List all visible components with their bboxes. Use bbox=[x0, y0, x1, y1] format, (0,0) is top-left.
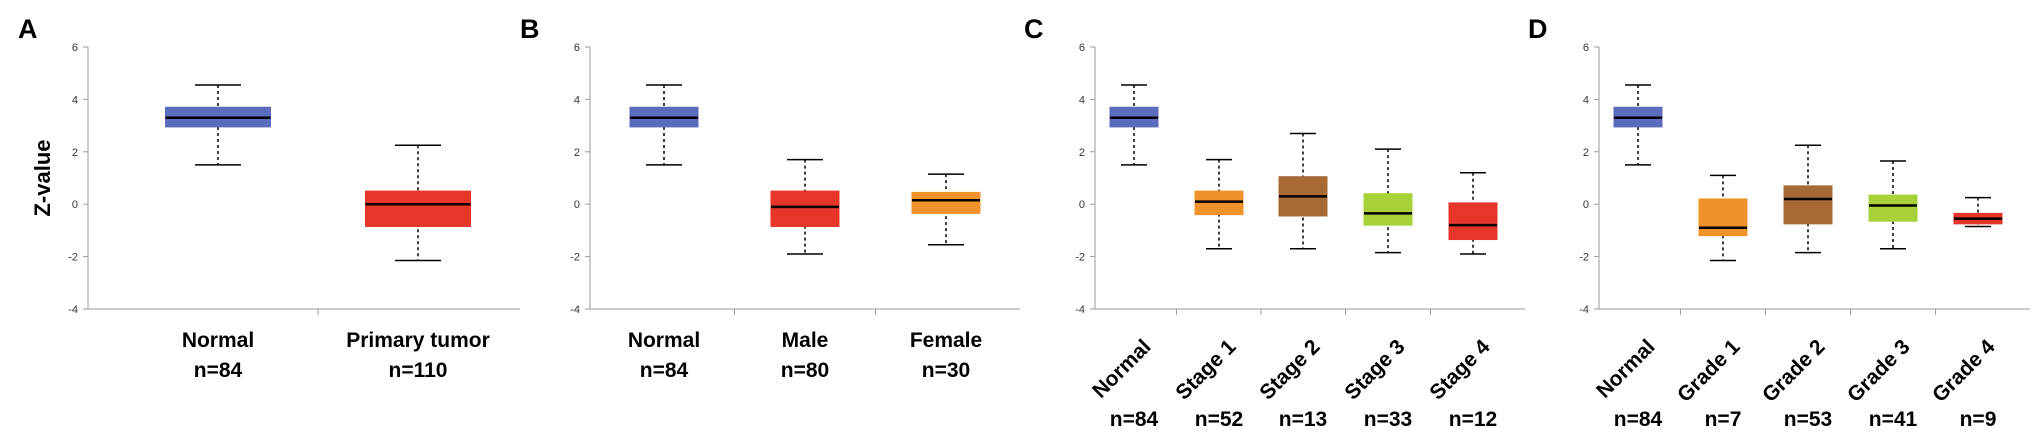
category-label: Grade 4 bbox=[1928, 335, 2000, 407]
category-label: Female bbox=[910, 329, 982, 352]
sample-size-label: n=53 bbox=[1784, 408, 1832, 431]
sample-size-label: n=84 bbox=[1614, 408, 1663, 431]
category-label: Normal bbox=[1592, 335, 1659, 402]
box-grade-2 bbox=[1783, 185, 1833, 225]
category-label: Stage 1 bbox=[1171, 335, 1240, 404]
category-label: Grade 3 bbox=[1843, 335, 1915, 407]
y-tick-label: -4 bbox=[68, 304, 78, 316]
panel-letter: D bbox=[1528, 14, 1548, 44]
box-stage-4 bbox=[1448, 202, 1498, 241]
y-tick-label: 2 bbox=[1079, 147, 1085, 159]
box-grade-3 bbox=[1868, 194, 1918, 222]
sample-size-label: n=12 bbox=[1449, 408, 1497, 431]
category-label: Grade 1 bbox=[1673, 335, 1745, 407]
y-tick-label: 2 bbox=[72, 147, 78, 159]
y-tick-label: 6 bbox=[574, 42, 580, 54]
y-tick-label: -2 bbox=[570, 252, 580, 264]
category-label: Normal bbox=[1088, 335, 1155, 402]
y-tick-label: 0 bbox=[1079, 199, 1085, 211]
y-tick-label: 6 bbox=[1583, 42, 1589, 54]
sample-size-label: n=7 bbox=[1705, 408, 1742, 431]
y-tick-label: 0 bbox=[1583, 199, 1589, 211]
panel-letter: C bbox=[1024, 14, 1044, 44]
y-tick-label: 4 bbox=[1583, 94, 1589, 106]
y-tick-label: -2 bbox=[68, 252, 78, 264]
box-male bbox=[770, 190, 840, 227]
panel-letter: A bbox=[18, 14, 38, 44]
sample-size-label: n=33 bbox=[1364, 408, 1412, 431]
y-tick-label: 6 bbox=[72, 42, 78, 54]
y-tick-label: 0 bbox=[72, 199, 78, 211]
y-tick-label: -2 bbox=[1075, 252, 1085, 264]
sample-size-label: n=84 bbox=[640, 359, 689, 382]
category-label: Stage 4 bbox=[1425, 335, 1494, 404]
box-grade-1 bbox=[1698, 198, 1748, 237]
sample-size-label: n=30 bbox=[922, 359, 970, 382]
box-stage-1 bbox=[1194, 190, 1244, 216]
category-label: Normal bbox=[182, 329, 254, 352]
y-axis-label: Z-value bbox=[30, 139, 55, 216]
sample-size-label: n=52 bbox=[1195, 408, 1243, 431]
panel-letter: B bbox=[520, 14, 540, 44]
sample-size-label: n=110 bbox=[389, 359, 448, 382]
box-stage-3 bbox=[1363, 193, 1413, 226]
sample-size-label: n=84 bbox=[1110, 408, 1159, 431]
y-tick-label: -4 bbox=[570, 304, 580, 316]
y-tick-label: -4 bbox=[1075, 304, 1085, 316]
category-label: Stage 3 bbox=[1340, 335, 1409, 404]
y-tick-label: -4 bbox=[1579, 304, 1589, 316]
sample-size-label: n=9 bbox=[1960, 408, 1997, 431]
category-label: Normal bbox=[628, 329, 700, 352]
y-tick-label: 2 bbox=[574, 147, 580, 159]
y-tick-label: 2 bbox=[1583, 147, 1589, 159]
y-tick-label: 4 bbox=[1079, 94, 1085, 106]
sample-size-label: n=13 bbox=[1279, 408, 1327, 431]
category-label: Primary tumor bbox=[346, 329, 490, 352]
y-tick-label: 0 bbox=[574, 199, 580, 211]
box-female bbox=[911, 191, 981, 214]
box-primary-tumor bbox=[365, 190, 471, 227]
y-tick-label: -2 bbox=[1579, 252, 1589, 264]
sample-size-label: n=41 bbox=[1869, 408, 1918, 431]
category-label: Male bbox=[782, 329, 829, 352]
y-tick-label: 4 bbox=[574, 94, 580, 106]
sample-size-label: n=84 bbox=[194, 359, 243, 382]
y-tick-label: 6 bbox=[1079, 42, 1085, 54]
category-label: Grade 2 bbox=[1758, 335, 1830, 407]
y-tick-label: 4 bbox=[72, 94, 78, 106]
sample-size-label: n=80 bbox=[781, 359, 829, 382]
category-label: Stage 2 bbox=[1255, 335, 1324, 404]
